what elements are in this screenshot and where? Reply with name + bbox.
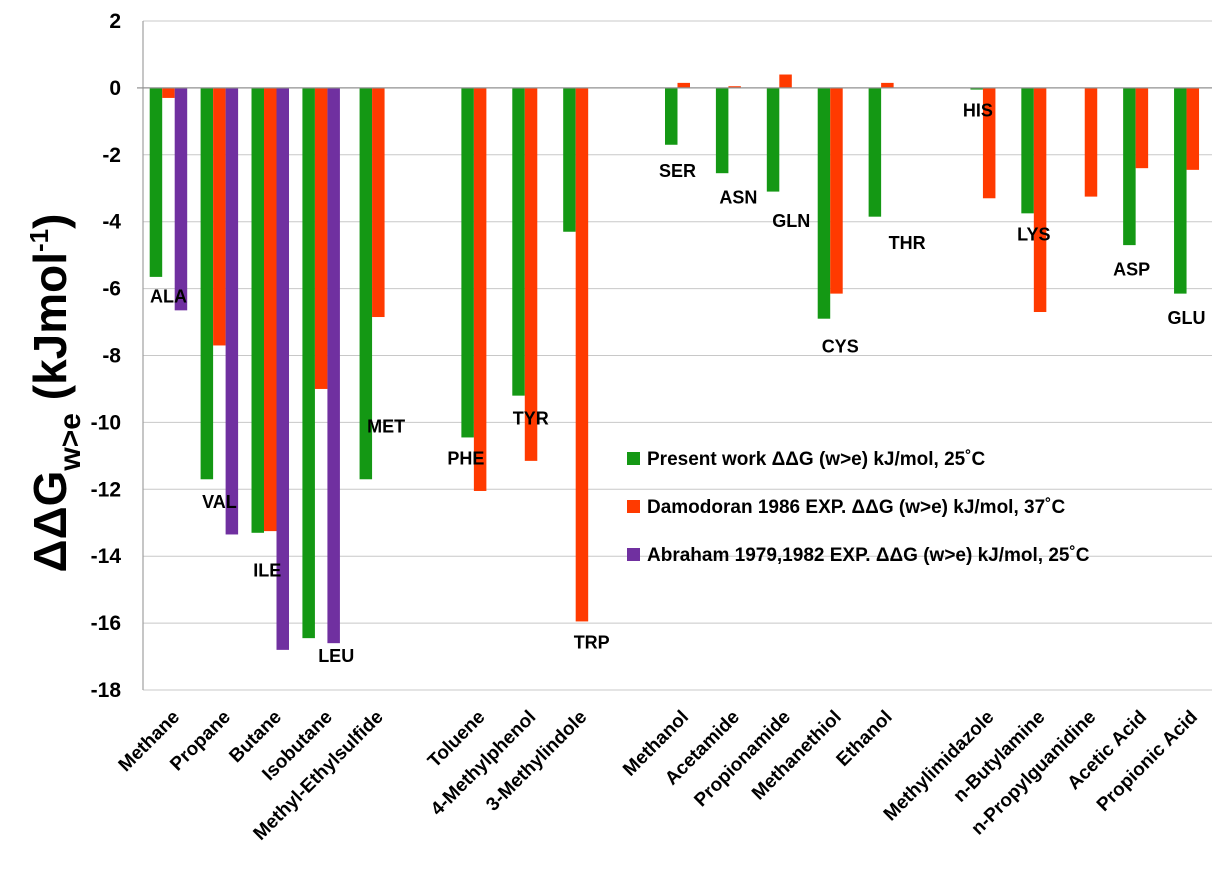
residue-label: PHE [447, 449, 484, 469]
bar-damodoran-methylimidazole [982, 87, 996, 199]
legend-swatch-damodoran [627, 500, 640, 513]
category-labels: MethanePropaneButaneIsobutaneMethyl-Ethy… [115, 707, 1202, 845]
bar-present-acetic-acid [1123, 87, 1136, 246]
bar-present-toluene [461, 87, 474, 438]
residue-label: TRP [574, 633, 610, 653]
residue-label: GLN [772, 211, 810, 231]
residue-label: ASP [1113, 260, 1150, 280]
legend: Present work ΔΔG (w>e) kJ/mol, 25˚C Damod… [627, 449, 1090, 566]
y-axis-label-subscript: w>e [54, 413, 87, 472]
bar-damodoran-propionic-acid [1186, 87, 1200, 170]
residue-label: HIS [963, 101, 993, 121]
bar-abraham-butane [276, 87, 290, 650]
y-tick-label: -12 [91, 478, 121, 501]
y-tick-label: -6 [102, 278, 121, 301]
bar-present-methanethiol [817, 87, 831, 319]
axes [137, 21, 1212, 690]
bar-present-acetamide [715, 87, 729, 174]
residue-label: LEU [318, 646, 354, 666]
bar-abraham-methane [174, 87, 188, 311]
residue-label: LYS [1017, 224, 1050, 244]
bar-present-3-methylindole [563, 87, 576, 232]
residue-label: ILE [253, 561, 281, 581]
category-label: Methanethiol [748, 707, 846, 805]
legend-label-damodoran: Damodoran 1986 EXP. ΔΔG (w>e) kJ/mol, 37… [647, 497, 1065, 518]
bar-damodoran-3-methylindole [575, 87, 589, 622]
bar-damodoran-4-methylphenol [524, 87, 538, 461]
legend-label-abraham: Abraham 1979,1982 EXP. ΔΔG (w>e) kJ/mol,… [647, 545, 1090, 566]
residue-label: ASN [719, 188, 757, 208]
bar-present-butane [251, 87, 265, 533]
bar-damodoran-propionamide [779, 74, 792, 88]
residue-label: MET [367, 417, 405, 437]
y-axis-label-close: ) [24, 214, 76, 229]
residue-label: THR [889, 233, 926, 253]
bars [149, 74, 1200, 650]
bar-present-methanol [665, 87, 678, 145]
bar-damodoran-isobutane [314, 87, 328, 389]
bar-present-methyl-ethylsulfide [359, 87, 373, 480]
y-axis-label-superscript: -1 [24, 229, 54, 252]
y-axis-label-main: ΔΔG [24, 471, 76, 573]
residue-label: GLU [1168, 308, 1206, 328]
legend-swatch-present [627, 452, 640, 465]
y-tick-label: -8 [102, 345, 121, 368]
bar-damodoran-n-propylguanidine [1084, 87, 1098, 197]
bar-damodoran-methane [162, 87, 175, 98]
bar-present-propionic-acid [1174, 87, 1187, 294]
residue-labels: ALA VAL ILE LEU MET PHE TYR TRP SER ASN GLN CYS THR H… [150, 101, 1206, 666]
bar-damodoran-acetamide [728, 86, 741, 88]
bar-damodoran-acetic-acid [1135, 87, 1149, 169]
legend-swatch-abraham [627, 548, 640, 561]
bar-present-propionamide [766, 87, 780, 192]
legend-label-present: Present work ΔΔG (w>e) kJ/mol, 25˚C [647, 449, 986, 470]
bar-present-methane [149, 87, 163, 277]
bar-damodoran-methanethiol [830, 87, 843, 294]
category-label: Ethanol [833, 707, 897, 771]
residue-label: ALA [150, 286, 187, 306]
y-tick-label: -14 [91, 545, 122, 568]
bar-present-n-butylamine [1021, 87, 1034, 214]
y-tick-label: -4 [102, 211, 121, 234]
y-tick-label: 0 [109, 77, 121, 100]
bar-present-4-methylphenol [512, 87, 525, 396]
bar-damodoran-n-butylamine [1033, 87, 1047, 313]
residue-label: CYS [822, 337, 859, 357]
bar-present-isobutane [302, 87, 315, 639]
residue-label: SER [659, 161, 696, 181]
y-tick-label: -10 [91, 411, 121, 434]
bar-damodoran-butane [264, 87, 277, 532]
y-tick-label: 2 [109, 10, 121, 33]
bar-damodoran-methanol [677, 82, 690, 88]
residue-label: TYR [513, 408, 549, 428]
y-tick-label: -18 [91, 679, 122, 702]
bar-damodoran-methyl-ethylsulfide [372, 87, 385, 318]
bar-present-propane [200, 87, 214, 480]
y-tick-label: -2 [102, 144, 121, 167]
bar-damodoran-propane [213, 87, 226, 346]
y-axis-label-unit: (kJmol [24, 252, 76, 413]
y-axis-label: ΔΔGw>e (kJmol-1) [24, 214, 87, 573]
y-tick-label: -16 [91, 612, 121, 635]
y-tick-labels: 2 0 -2 -4 -6 -8 -10 -12 -14 -16 -18 [91, 10, 122, 702]
bar-damodoran-toluene [473, 87, 487, 491]
bar-present-methylimidazole [970, 87, 983, 90]
bar-abraham-propane [225, 87, 239, 535]
bar-damodoran-ethanol [881, 82, 894, 88]
residue-label: VAL [202, 492, 237, 512]
bar-abraham-isobutane [327, 87, 340, 644]
bar-present-ethanol [868, 87, 882, 217]
